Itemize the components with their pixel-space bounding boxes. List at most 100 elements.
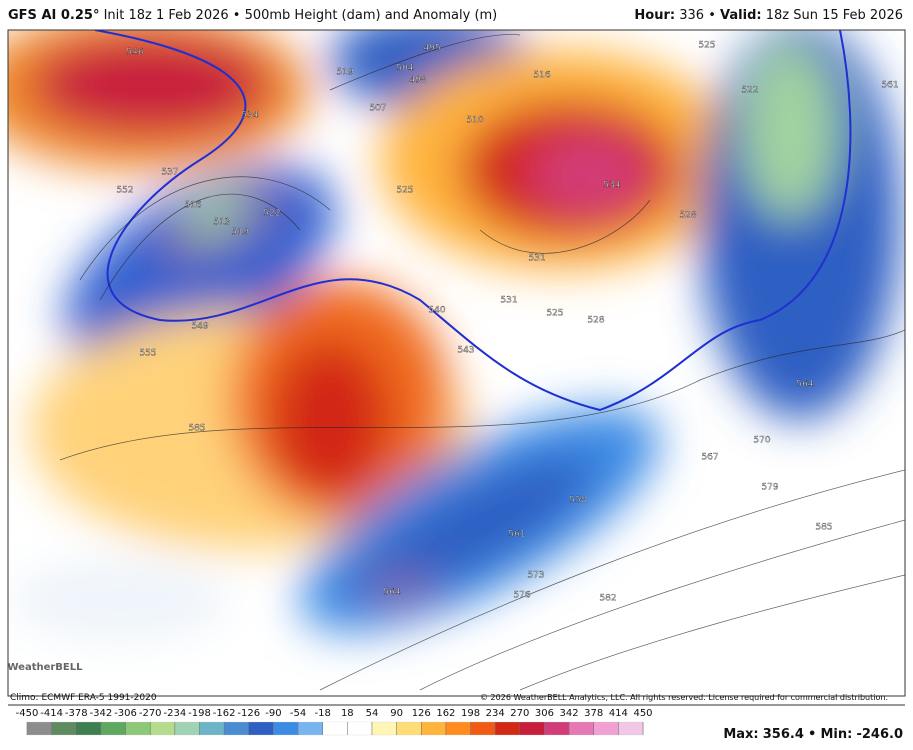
colorbar-swatch — [495, 721, 521, 736]
valid: 18z Sun 15 Feb 2026 — [765, 8, 903, 23]
contour-label: 573 — [527, 571, 544, 581]
colorbar-tick-label: 162 — [436, 708, 455, 719]
colorbar-swatch — [593, 721, 620, 736]
colorbar-tick-label: -126 — [237, 708, 260, 719]
colorbar-tick-label: 414 — [609, 708, 628, 719]
colorbar-tick-label: -342 — [90, 708, 113, 719]
contour-label: 534 — [603, 181, 620, 191]
colorbar-tick-label: 450 — [633, 708, 652, 719]
contour-label: 516 — [533, 71, 550, 81]
colorbar-tick-label: -18 — [315, 708, 331, 719]
hour: 336 — [679, 8, 705, 23]
climo: Climo: ECMWF ERA-5 1991-2020 — [10, 693, 157, 703]
header-right: Hour: 336 • Valid: 18z Sun 15 Feb 2026 — [634, 8, 903, 23]
colorbar-tick-label: -234 — [163, 708, 186, 719]
contour-label: 570 — [753, 436, 770, 446]
colorbar-swatch — [421, 721, 447, 736]
contour-label: 546 — [126, 48, 143, 58]
contour-label: 537 — [161, 168, 178, 178]
colorbar-tick-label: -90 — [265, 708, 281, 719]
contour-label: 561 — [508, 530, 525, 540]
contour-label: 522 — [263, 209, 280, 219]
colorbar-tick-label: -270 — [139, 708, 162, 719]
colorbar-swatch — [199, 721, 225, 736]
contour-label: 564 — [796, 380, 813, 390]
colorbar-swatch — [223, 721, 250, 736]
description: Init 18z 1 Feb 2026 • 500mb Height (dam)… — [103, 8, 498, 23]
colorbar-swatch — [568, 721, 595, 736]
colorbar-tick-label: -162 — [213, 708, 236, 719]
colorbar-swatch — [297, 721, 324, 736]
sep: • — [708, 8, 716, 23]
colorbar-tick-label: 126 — [412, 708, 431, 719]
contour-label: 498 — [409, 76, 426, 86]
colorbar-tick-label: 378 — [584, 708, 603, 719]
colorbar-swatch — [51, 721, 77, 736]
max: 356.4 — [762, 727, 804, 742]
contour-label: 519 — [336, 68, 353, 78]
contour-label: 534 — [241, 111, 258, 121]
colorbar-tick-label: 54 — [366, 708, 379, 719]
contour-label: 564 — [383, 588, 400, 598]
min: -246.0 — [856, 727, 903, 742]
colorbar-swatch — [273, 721, 299, 736]
contour-label: 579 — [761, 483, 778, 493]
contour-label: 519 — [231, 228, 248, 238]
max-label: Max: — [723, 727, 759, 742]
colorbar-tick-label: -378 — [65, 708, 88, 719]
min-label: Min: — [820, 727, 853, 742]
contour-label: 552 — [116, 186, 133, 196]
footer-stats: Max: 356.4 • Min: -246.0 — [723, 727, 903, 742]
contour-label: 567 — [701, 453, 718, 463]
contour-label: 585 — [188, 424, 205, 434]
colorbar-tick-label: 306 — [535, 708, 554, 719]
colorbar-swatch — [519, 721, 546, 736]
colorbar-swatch — [174, 721, 201, 736]
contour-label: 528 — [587, 316, 604, 326]
contour-label: 507 — [369, 104, 386, 114]
colorbar-swatch — [544, 721, 570, 736]
contour-label: 495 — [423, 44, 440, 54]
header-left: GFS AI 0.25° Init 18z 1 Feb 2026 • 500mb… — [8, 8, 497, 23]
contour-label: 540 — [428, 306, 445, 316]
colorbar-swatch — [371, 721, 398, 736]
contour-label: 513 — [213, 218, 230, 228]
colorbar-swatch — [150, 721, 176, 736]
colorbar-swatch — [76, 721, 102, 736]
colorbar-swatch — [445, 721, 472, 736]
colorbar-tick-label: 198 — [461, 708, 480, 719]
contour-label: 558 — [569, 496, 586, 506]
contour-label: 510 — [466, 116, 483, 126]
contour-label: 525 — [546, 309, 563, 319]
contour-label: 531 — [500, 296, 517, 306]
colorbar-tick-label: 234 — [486, 708, 505, 719]
contour-label: 555 — [139, 349, 156, 359]
colorbar-swatch — [100, 721, 127, 736]
colorbar-swatch — [618, 721, 644, 736]
colorbar-tick-label: -414 — [40, 708, 63, 719]
contour-label: 504 — [396, 64, 413, 74]
logo: WeatherBELL — [7, 662, 83, 673]
contour-label: 582 — [599, 594, 616, 604]
contour-label: 549 — [191, 322, 208, 332]
colorbar-tick-label: 342 — [560, 708, 579, 719]
contour-label: 531 — [528, 254, 545, 264]
colorbar-swatch — [470, 721, 496, 736]
colorbar-swatch — [26, 721, 53, 736]
hour-label: Hour: — [634, 8, 676, 23]
colorbar-swatch — [125, 721, 151, 736]
anomaly-field — [8, 30, 905, 696]
model: GFS AI 0.25° — [8, 8, 100, 23]
colorbar-swatch — [322, 721, 348, 736]
contour-label: 576 — [513, 591, 530, 601]
valid-label: Valid: — [720, 8, 762, 23]
colorbar-tick-label: -198 — [188, 708, 211, 719]
colorbar-tick-label: 90 — [390, 708, 403, 719]
colorbar-tick-label: -450 — [16, 708, 39, 719]
contour-label: 585 — [815, 523, 832, 533]
colorbar-tick-label: -54 — [290, 708, 306, 719]
contour-label: 525 — [698, 41, 715, 51]
colorbar-tick-label: -306 — [114, 708, 137, 719]
colorbar-swatch — [396, 721, 422, 736]
